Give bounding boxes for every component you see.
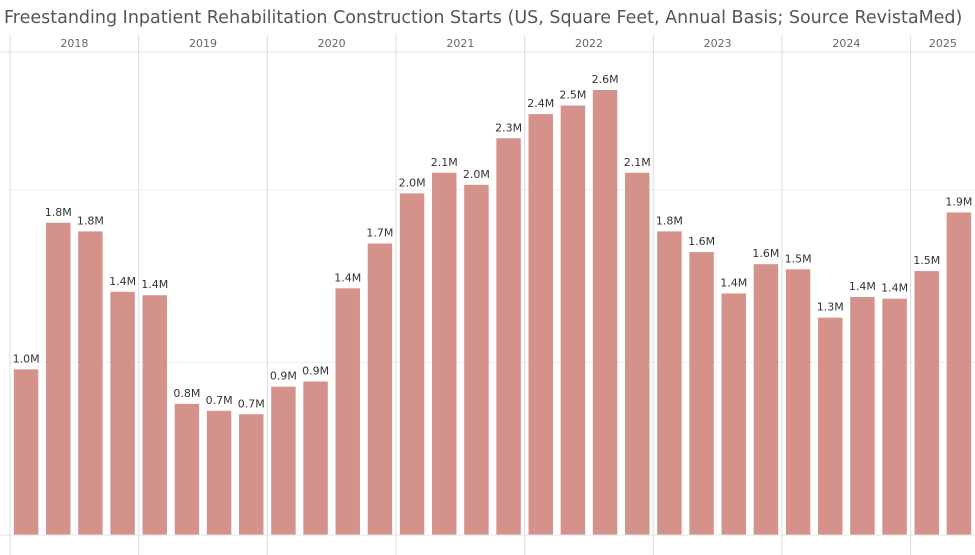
- value-label: 1.9M: [945, 195, 972, 208]
- value-label: 2.4M: [527, 97, 554, 110]
- bar: [206, 410, 232, 535]
- value-label: 1.7M: [366, 226, 393, 239]
- bar: [625, 172, 650, 535]
- bar: [464, 184, 489, 535]
- bar: [753, 264, 779, 535]
- bar: [818, 317, 843, 535]
- bar: [13, 369, 39, 535]
- value-label: 1.4M: [849, 280, 876, 293]
- value-label: 1.6M: [688, 235, 715, 248]
- year-label: 2021: [446, 37, 474, 50]
- value-label: 2.1M: [431, 156, 458, 169]
- year-label: 2018: [60, 37, 88, 50]
- year-label: 2024: [832, 37, 860, 50]
- bar: [303, 381, 328, 535]
- value-label: 0.8M: [173, 387, 200, 400]
- bar: [721, 293, 746, 535]
- value-label: 1.5M: [785, 252, 812, 265]
- year-label: 2023: [704, 37, 732, 50]
- value-label: 1.4M: [881, 282, 908, 295]
- value-label: 1.8M: [656, 214, 683, 227]
- bar: [946, 212, 972, 536]
- bar: [399, 193, 425, 535]
- bar: [689, 252, 714, 535]
- value-label: 0.9M: [270, 370, 297, 383]
- bar: [914, 271, 939, 535]
- value-label: 2.3M: [495, 121, 522, 134]
- value-label: 2.1M: [624, 156, 651, 169]
- bar: [46, 222, 71, 535]
- value-label: 1.5M: [913, 254, 940, 267]
- bar: [335, 288, 360, 535]
- year-label: 2025: [929, 37, 957, 50]
- value-label: 2.5M: [559, 88, 586, 101]
- bar: [528, 114, 553, 535]
- bar: [110, 291, 135, 535]
- value-label: 1.8M: [45, 206, 72, 219]
- value-label: 0.9M: [302, 364, 329, 377]
- value-label: 1.0M: [13, 352, 40, 365]
- bar: [496, 138, 521, 535]
- value-label: 1.6M: [752, 247, 779, 260]
- year-label: 2019: [189, 37, 217, 50]
- bar: [432, 172, 457, 535]
- year-label: 2020: [318, 37, 346, 50]
- chart-title: Freestanding Inpatient Rehabilitation Co…: [4, 8, 962, 28]
- value-label: 1.3M: [817, 301, 844, 314]
- bar: [785, 269, 811, 535]
- value-label: 1.8M: [77, 214, 104, 227]
- value-label: 2.0M: [399, 176, 426, 189]
- value-label: 0.7M: [238, 397, 265, 410]
- bar: [882, 298, 907, 535]
- bar: [560, 105, 586, 535]
- bar: [239, 414, 264, 535]
- bar: [367, 243, 393, 535]
- value-label: 2.0M: [463, 168, 490, 181]
- value-label: 2.6M: [592, 73, 619, 86]
- bar: [657, 231, 682, 535]
- bar: [271, 386, 296, 535]
- value-label: 0.7M: [206, 394, 233, 407]
- value-label: 1.4M: [109, 275, 136, 288]
- value-label: 1.4M: [334, 271, 361, 284]
- bar: [850, 296, 875, 535]
- value-label: 1.4M: [141, 278, 168, 291]
- year-label: 2022: [575, 37, 603, 50]
- bar: [174, 403, 200, 535]
- bar: [78, 231, 103, 535]
- bar: [142, 295, 167, 535]
- value-label: 1.4M: [720, 277, 747, 290]
- bar: [592, 89, 618, 535]
